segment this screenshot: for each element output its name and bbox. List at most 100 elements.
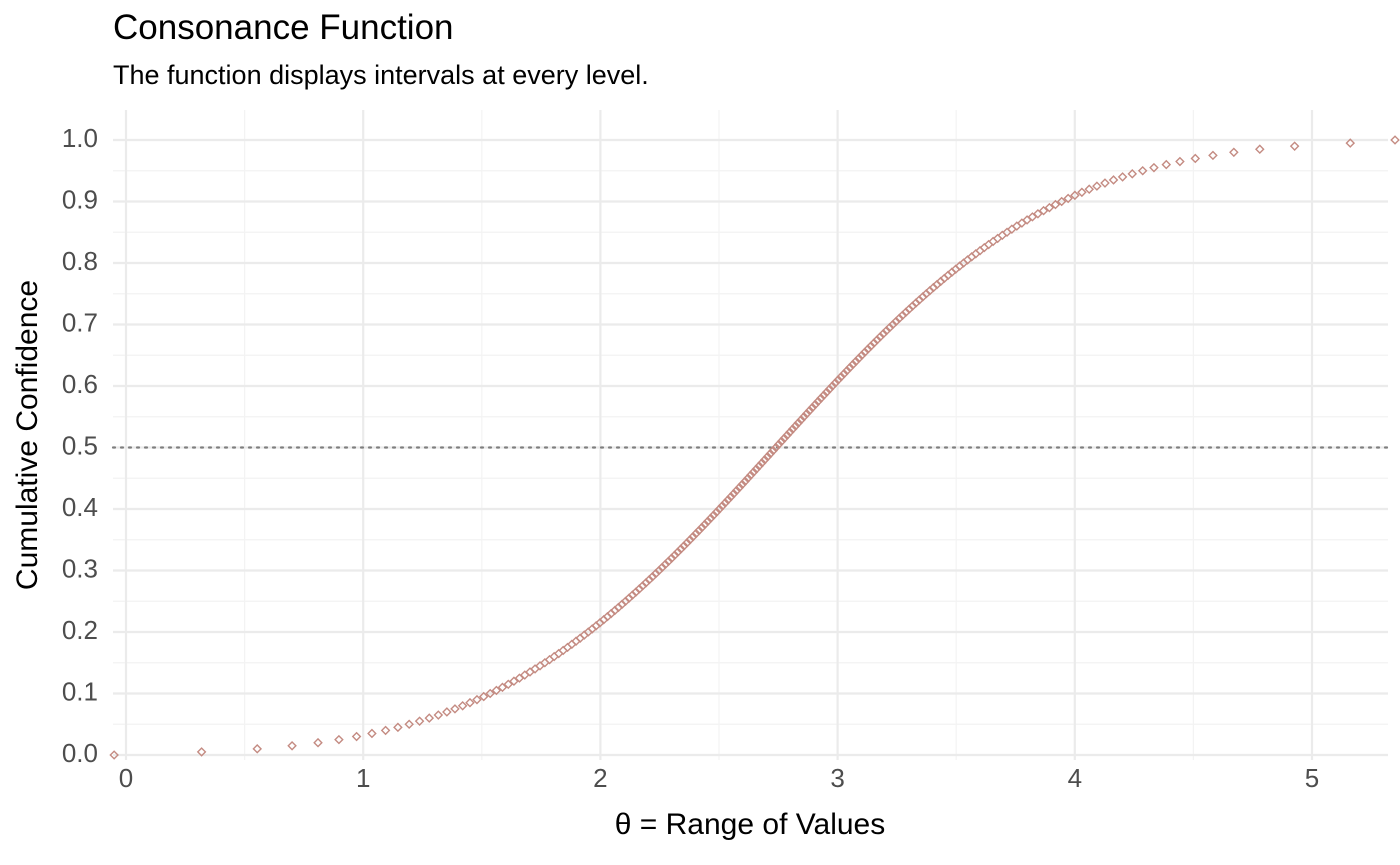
y-tick-label: 0.8: [62, 246, 98, 276]
data-point: [685, 534, 695, 545]
data-point: [657, 562, 667, 573]
data-point: [830, 378, 841, 388]
data-point: [1044, 202, 1055, 213]
data-point: [748, 467, 759, 477]
data-point: [857, 350, 867, 361]
chart-title: Consonance Function: [113, 8, 454, 47]
data-point: [854, 353, 864, 364]
data-point: [743, 473, 753, 484]
data-point: [351, 731, 362, 742]
y-tick-label: 0.0: [62, 738, 98, 768]
data-point: [807, 402, 818, 413]
data-point: [881, 325, 892, 336]
data-point: [694, 525, 704, 536]
data-point: [827, 381, 838, 391]
data-point: [669, 550, 680, 560]
data-point: [1117, 172, 1128, 182]
data-point: [790, 421, 801, 431]
data-point: [1077, 187, 1087, 198]
data-point: [109, 750, 119, 760]
data-point: [663, 556, 674, 567]
data-point: [824, 384, 835, 394]
data-point: [891, 316, 901, 327]
data-point: [723, 494, 733, 505]
data-point: [1100, 178, 1110, 188]
data-point: [894, 313, 905, 324]
y-axis-title: Cumulative Confidence: [11, 280, 44, 590]
data-point: [650, 568, 661, 579]
data-point: [676, 544, 686, 554]
data-point: [821, 387, 832, 397]
data-point: [673, 547, 683, 557]
data-point: [660, 559, 671, 570]
y-tick-label: 0.3: [62, 553, 98, 583]
data-point: [860, 347, 870, 357]
data-point: [631, 587, 641, 597]
data-point: [731, 485, 742, 496]
y-tick-label: 0.9: [62, 184, 98, 214]
data-point: [897, 310, 908, 321]
data-point: [1084, 184, 1095, 194]
data-point: [442, 707, 452, 717]
data-point: [888, 319, 898, 330]
data-point: [711, 507, 722, 517]
data-point: [1229, 147, 1239, 158]
data-point: [393, 722, 403, 733]
data-point: [745, 470, 756, 480]
x-axis-ticks: 0 1 2 3 4 5: [119, 763, 1319, 793]
data-point: [700, 519, 710, 530]
data-point: [833, 375, 843, 385]
data-point: [1175, 156, 1185, 167]
data-point: [497, 682, 508, 693]
data-point: [810, 399, 821, 410]
data-point: [634, 584, 645, 594]
y-tick-label: 0.6: [62, 369, 98, 399]
data-point: [367, 728, 377, 739]
y-tick-label: 0.7: [62, 307, 98, 337]
data-point: [380, 725, 391, 736]
data-point: [705, 513, 716, 524]
data-point: [911, 298, 921, 308]
data-point: [988, 236, 998, 247]
data-point: [759, 455, 770, 465]
data-point: [992, 233, 1003, 244]
data-point: [1127, 169, 1138, 179]
points-layer: [109, 135, 1400, 760]
data-point: [904, 304, 914, 314]
data-point: [688, 531, 698, 542]
data-point: [491, 685, 502, 696]
y-axis-ticks: 0.0 0.1 0.2 0.3 0.4 0.5 0.6 0.7 0.8 0.9 1.0: [62, 123, 98, 768]
x-tick-label: 2: [593, 763, 607, 793]
data-point: [334, 734, 344, 745]
data-point: [866, 341, 876, 351]
data-point: [697, 522, 707, 533]
y-tick-label: 0.4: [62, 492, 98, 522]
data-point: [450, 704, 460, 714]
data-point: [1070, 190, 1080, 201]
data-point: [872, 335, 882, 345]
data-point: [1050, 199, 1061, 210]
data-point: [1063, 193, 1073, 204]
data-point: [842, 365, 852, 376]
data-point: [287, 740, 297, 751]
data-point: [478, 691, 489, 702]
data-point: [907, 301, 918, 311]
data-point: [424, 713, 435, 723]
data-point: [773, 439, 784, 450]
data-point: [714, 504, 725, 514]
data-point: [1390, 135, 1400, 145]
data-point: [703, 516, 713, 527]
data-point: [1137, 165, 1148, 176]
data-point: [765, 448, 776, 459]
data-point: [637, 581, 648, 591]
data-point: [196, 747, 207, 757]
data-point: [647, 571, 658, 582]
data-point: [485, 688, 495, 699]
data-point: [682, 538, 692, 548]
data-point: [793, 418, 804, 428]
data-point: [914, 295, 925, 305]
data-point: [617, 599, 627, 610]
y-tick-label: 0.5: [62, 430, 98, 460]
data-point: [1149, 162, 1159, 173]
data-point: [796, 415, 806, 425]
